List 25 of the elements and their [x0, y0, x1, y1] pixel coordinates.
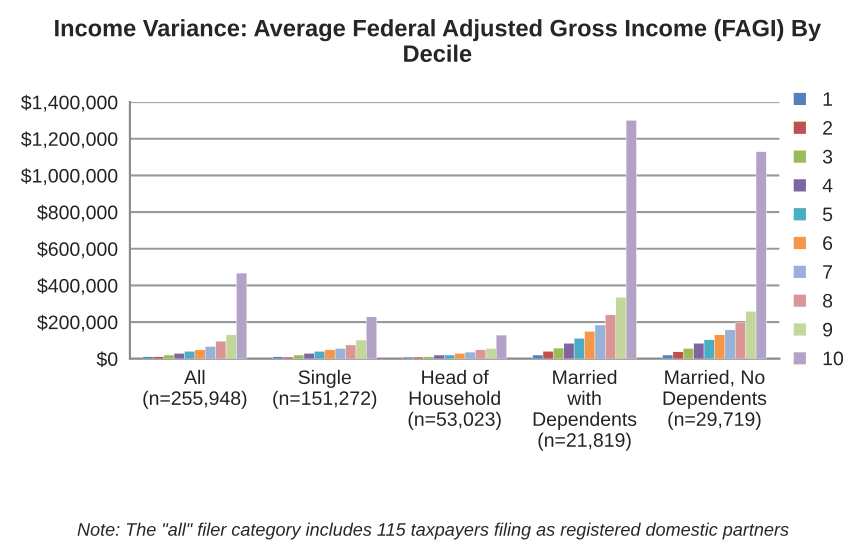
y-tick-label: $600,000 [37, 241, 118, 258]
legend-label: 7 [823, 265, 832, 279]
legend-label: 5 [822, 208, 832, 222]
text: Note: The "all" filer category includes 115 taxpayers filing as registered domestic partners [78, 522, 789, 540]
x-tick-label: Married with Dependents (n=21,819) [534, 370, 636, 451]
y-tick-label: $1,400,000 [20, 94, 118, 112]
y-tick-label: $200,000 [37, 314, 118, 332]
legend-label: 8 [823, 294, 832, 308]
y-tick-label: $800,000 [37, 204, 118, 222]
legend-label: 4 [822, 178, 832, 192]
legend-label: 1 [824, 92, 832, 106]
y-tick-label: $1,000,000 [20, 168, 118, 185]
legend-label: 2 [823, 120, 832, 135]
legend-label: 10 [824, 352, 844, 366]
chart-title: Income Variance: Average Federal Adjusted Gross Income (FAGI) By Decile [55, 19, 822, 62]
x-tick-label: All (n=255,948) [143, 370, 246, 409]
y-tick-label: $1,200,000 [20, 131, 118, 148]
y-tick-label: $0 [96, 351, 118, 368]
x-tick-label: Single (n=151,272) [273, 370, 376, 409]
x-tick-label: Married, No Dependents (n=29,719) [664, 370, 766, 430]
legend-label: 3 [822, 150, 832, 164]
legend-label: 6 [823, 236, 832, 250]
x-tick-label: Head of Household (n=53,023) [408, 370, 501, 430]
legend-label: 9 [823, 322, 832, 337]
y-tick-label: $400,000 [37, 278, 118, 295]
